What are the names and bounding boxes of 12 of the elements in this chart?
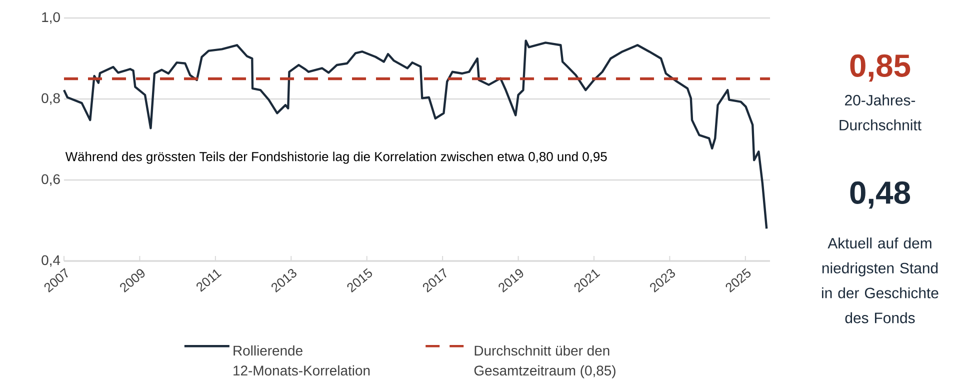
line-series <box>62 40 768 230</box>
text: Aktuell auf dem niedrigsten Stand in der Geschichte des Fonds <box>822 238 938 324</box>
y-tick-label: 0,4 <box>42 255 60 267</box>
y-tick-label: 1,0 <box>42 12 60 24</box>
text: 0,48 <box>850 181 910 209</box>
y-tick-label: 0,8 <box>42 93 60 105</box>
text: 20-Jahres-Durchschnitt <box>840 94 922 130</box>
legend-label: Durchschnitt über den Gesamtzeitraum (0,85) <box>474 345 616 378</box>
legend-label: Rollierende 12-Monats-Korrelation <box>234 345 370 376</box>
y-tick-label: 0,6 <box>42 174 60 186</box>
annotation: Während des grössten Teils der Fondshistorie lag die Korrelation zwischen etwa 0,80 und 0,95 <box>65 152 607 164</box>
text: 0,85 <box>850 54 910 82</box>
